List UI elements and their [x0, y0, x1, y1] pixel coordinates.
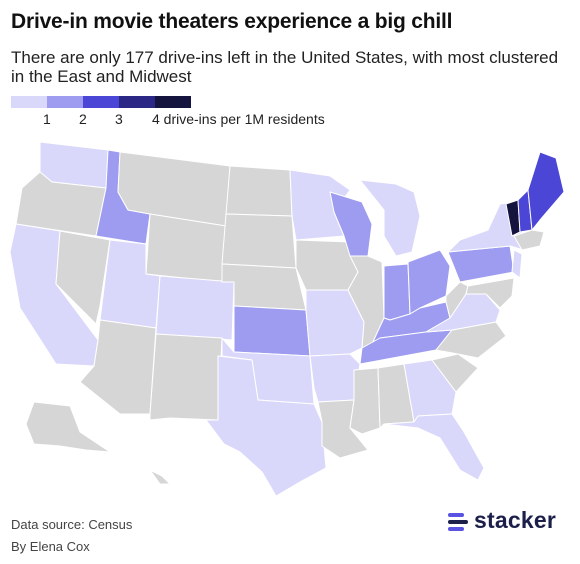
legend-swatch-2 [83, 96, 119, 108]
state-hawaii [149, 469, 171, 485]
legend-tick-3: 3 [115, 111, 123, 127]
state-mississippi [349, 367, 381, 435]
state-nevada [55, 230, 111, 325]
page-title: Drive-in movie theaters experience a big… [11, 10, 453, 33]
legend-swatch-0 [11, 96, 47, 108]
state-nebraska [221, 263, 307, 311]
legend-tick-2: 2 [79, 111, 87, 127]
state-indiana [383, 263, 411, 321]
legend-tick-1: 1 [43, 111, 51, 127]
logo-bar-top [448, 513, 464, 517]
state-new-jersey [511, 249, 523, 279]
state-wyoming [145, 213, 227, 283]
state-michigan [359, 179, 421, 257]
state-north-dakota [225, 165, 293, 217]
state-south-dakota [221, 213, 297, 269]
map-legend: 1 2 3 4 drive-ins per 1M residents [11, 96, 411, 130]
page-subtitle: There are only 177 drive-ins left in the… [11, 48, 559, 86]
state-maine [527, 151, 565, 231]
logo-bar-middle [448, 520, 468, 524]
state-alaska [25, 401, 111, 453]
legend-tick-4: 4 drive-ins per 1M residents [152, 111, 325, 127]
state-texas [205, 355, 327, 497]
state-kansas [233, 305, 311, 357]
state-south-carolina [431, 353, 479, 393]
us-map [9, 141, 565, 497]
logo-bar-bottom [448, 527, 464, 531]
legend-swatch-3 [119, 96, 155, 108]
data-source: Data source: Census [11, 517, 133, 532]
state-florida [383, 413, 485, 481]
state-colorado [155, 275, 235, 341]
legend-swatch-4 [155, 96, 191, 108]
stacker-logo-icon [448, 513, 470, 533]
author-credit: By Elena Cox [11, 539, 90, 554]
state-arkansas [309, 353, 361, 403]
stacker-logo-text: stacker [474, 507, 556, 533]
state-maryland-delaware [465, 277, 515, 309]
legend-swatch-1 [47, 96, 83, 108]
state-massachusetts-ct-ri [513, 229, 545, 251]
state-new-mexico [149, 333, 223, 421]
stacker-logo: stacker [448, 506, 573, 538]
